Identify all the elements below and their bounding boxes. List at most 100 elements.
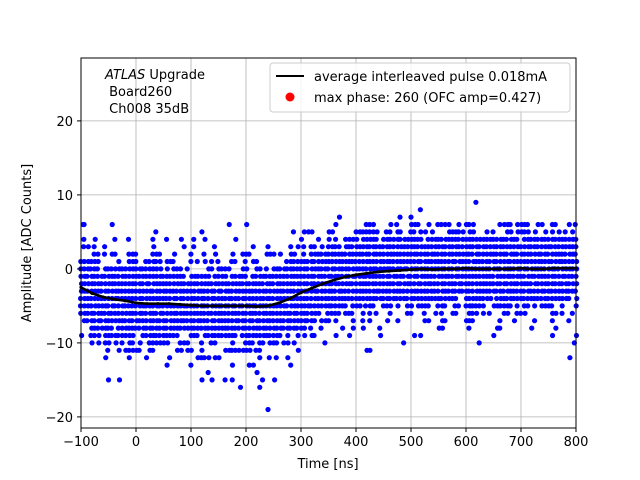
- scatter-point: [188, 347, 194, 353]
- scatter-point: [556, 273, 562, 279]
- scatter-point: [514, 303, 520, 309]
- scatter-point: [435, 251, 441, 257]
- scatter-point: [139, 281, 146, 287]
- scatter-point: [122, 273, 129, 279]
- scatter-point: [81, 244, 87, 250]
- scatter-point: [424, 288, 431, 294]
- scatter-point: [174, 318, 181, 324]
- scatter-point: [122, 266, 129, 272]
- scatter-point: [95, 325, 101, 331]
- scatter-point: [150, 340, 156, 346]
- scatter-point: [397, 229, 403, 235]
- scatter-point: [395, 244, 401, 250]
- scatter-point: [188, 362, 194, 368]
- average-pulse-line: [80, 266, 576, 308]
- scatter-point: [235, 325, 242, 331]
- scatter-point: [452, 258, 458, 265]
- scatter-point: [549, 229, 556, 235]
- scatter-point: [342, 303, 348, 309]
- scatter-point: [360, 318, 366, 324]
- scatter-point: [126, 258, 132, 265]
- x-tick-label: 800: [564, 435, 589, 450]
- scatter-point: [455, 236, 461, 242]
- scatter-point: [459, 288, 465, 294]
- scatter-point: [408, 251, 414, 257]
- scatter-point: [574, 295, 580, 302]
- scatter-point: [263, 266, 269, 272]
- scatter-point: [559, 281, 565, 287]
- scatter-point: [484, 251, 490, 257]
- scatter-point: [298, 236, 305, 242]
- scatter-point: [311, 244, 317, 250]
- scatter-point: [449, 273, 455, 279]
- scatter-point: [223, 347, 229, 353]
- scatter-point: [177, 325, 183, 331]
- scatter-point: [113, 340, 119, 346]
- scatter-point: [167, 273, 173, 279]
- scatter-point: [77, 303, 84, 309]
- scatter-point: [129, 340, 136, 346]
- scatter-point: [143, 318, 149, 324]
- scatter-point: [400, 273, 406, 279]
- scatter-point: [184, 266, 190, 272]
- scatter-point: [122, 281, 129, 287]
- scatter-point: [82, 281, 88, 287]
- scatter-point: [407, 258, 414, 265]
- scatter-point: [236, 347, 242, 353]
- scatter-point: [191, 288, 197, 294]
- scatter-point: [150, 236, 156, 242]
- scatter-point: [290, 266, 297, 272]
- average-pulse-point: [442, 267, 446, 271]
- average-pulse-point: [244, 304, 248, 308]
- scatter-point: [157, 258, 163, 265]
- scatter-point: [133, 258, 139, 265]
- scatter-point: [314, 288, 321, 294]
- scatter-point: [566, 221, 572, 228]
- average-pulse-point: [288, 296, 292, 301]
- scatter-point: [439, 273, 445, 279]
- scatter-point: [201, 288, 207, 294]
- scatter-point: [521, 244, 528, 250]
- scatter-point: [284, 303, 290, 309]
- scatter-point: [339, 266, 345, 272]
- scatter-point: [199, 347, 205, 353]
- scatter-point: [525, 258, 531, 265]
- scatter-point: [211, 244, 218, 250]
- scatter-point: [566, 281, 572, 287]
- scatter-point: [126, 347, 132, 353]
- scatter-point: [130, 347, 136, 353]
- scatter-point: [229, 377, 235, 383]
- scatter-point: [291, 288, 297, 294]
- scatter-point: [297, 281, 303, 287]
- scatter-point: [414, 273, 420, 279]
- scatter-point: [191, 236, 197, 242]
- scatter-point: [394, 221, 400, 228]
- scatter-point: [146, 281, 152, 287]
- plot-area: [81, 58, 576, 428]
- scatter-point: [325, 244, 332, 250]
- scatter-point: [226, 281, 232, 287]
- scatter-point: [514, 236, 520, 242]
- average-pulse-point: [178, 302, 182, 307]
- scatter-point: [401, 251, 407, 257]
- scatter-point: [395, 303, 401, 309]
- scatter-point: [260, 340, 266, 346]
- scatter-point: [219, 332, 225, 339]
- scatter-point: [250, 362, 256, 368]
- scatter-point: [105, 377, 112, 383]
- scatter-point: [98, 318, 104, 324]
- scatter-point: [178, 347, 184, 353]
- scatter-point: [318, 266, 324, 272]
- scatter-point: [380, 236, 387, 242]
- scatter-point: [332, 251, 338, 257]
- scatter-point: [553, 325, 559, 331]
- scatter-point: [119, 325, 125, 331]
- scatter-point: [480, 310, 487, 316]
- scatter-point: [415, 221, 421, 228]
- scatter-point: [480, 295, 486, 302]
- scatter-point: [308, 303, 314, 309]
- scatter-point: [518, 258, 524, 265]
- scatter-point: [532, 303, 538, 309]
- scatter-point: [91, 310, 97, 316]
- scatter-point: [129, 288, 135, 294]
